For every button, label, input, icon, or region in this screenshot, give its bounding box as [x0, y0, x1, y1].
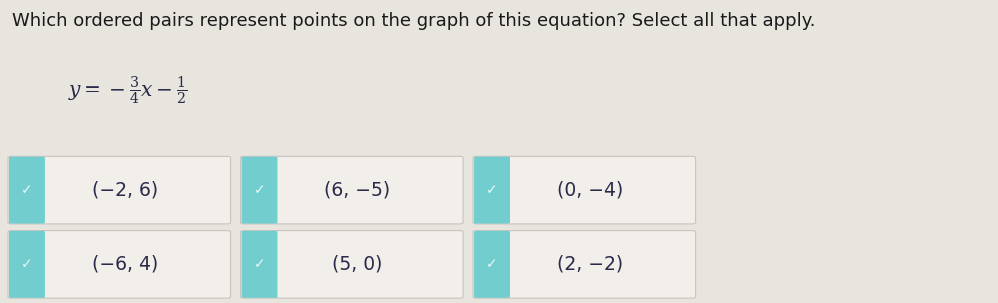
FancyBboxPatch shape [473, 156, 696, 224]
Text: $y = -\frac{3}{4}x - \frac{1}{2}$: $y = -\frac{3}{4}x - \frac{1}{2}$ [68, 75, 188, 107]
FancyBboxPatch shape [241, 231, 463, 298]
Text: (5, 0): (5, 0) [332, 255, 382, 274]
Text: ✓: ✓ [21, 183, 33, 197]
Text: ✓: ✓ [253, 257, 265, 271]
FancyBboxPatch shape [8, 156, 231, 224]
FancyBboxPatch shape [9, 231, 45, 298]
FancyBboxPatch shape [242, 231, 277, 298]
Text: ✓: ✓ [486, 183, 498, 197]
Text: (0, −4): (0, −4) [557, 181, 623, 200]
FancyBboxPatch shape [474, 231, 510, 298]
Text: ✓: ✓ [21, 257, 33, 271]
Text: ✓: ✓ [253, 183, 265, 197]
FancyBboxPatch shape [9, 157, 45, 224]
FancyBboxPatch shape [8, 231, 231, 298]
Text: (6, −5): (6, −5) [324, 181, 390, 200]
Text: Which ordered pairs represent points on the graph of this equation? Select all t: Which ordered pairs represent points on … [12, 12, 815, 30]
Text: (−6, 4): (−6, 4) [92, 255, 158, 274]
Text: ✓: ✓ [486, 257, 498, 271]
FancyBboxPatch shape [241, 156, 463, 224]
FancyBboxPatch shape [474, 157, 510, 224]
Text: (2, −2): (2, −2) [557, 255, 623, 274]
FancyBboxPatch shape [242, 157, 277, 224]
Text: (−2, 6): (−2, 6) [92, 181, 158, 200]
FancyBboxPatch shape [473, 231, 696, 298]
